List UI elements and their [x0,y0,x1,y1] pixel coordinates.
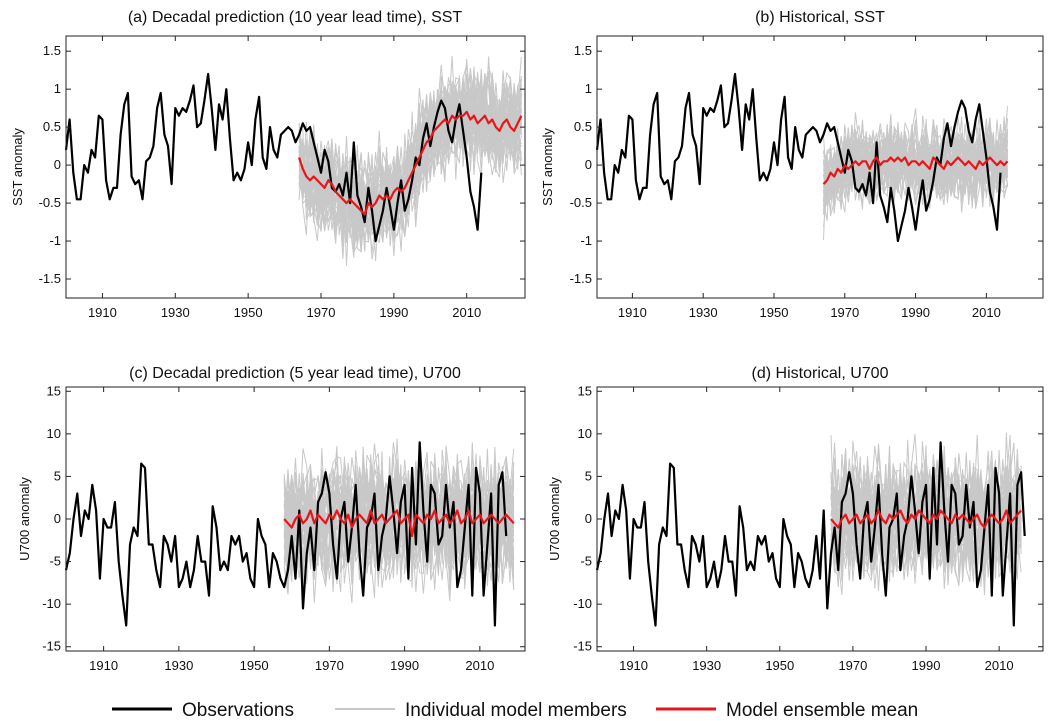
panel-c-xtick-label-1990: 1990 [390,658,419,673]
panel-c-ensemble-mean-line [283,509,515,538]
panel-a-axes: 1910 1930 1950 1970 1990 2010 -1.5 -1 -0.5 0 0.5 1 1… [39,36,525,320]
panel-c-title: (c) Decadal prediction (5 year lead time… [129,365,461,382]
panel-c-ytick-label-5: 10 [47,426,61,441]
panel-b-observations-line [595,72,1002,243]
panel-a-ytick-label-5: 1 [54,81,61,96]
panel-c-ytick-label-4: 5 [54,468,61,483]
panel-a-ytick-label-3: 0 [54,157,61,172]
panel-c-mean-group [283,509,515,538]
panel-b: (b) Historical, SST SST anomaly 1910 1930… [540,9,1044,320]
panel-a-ytick-label-0: -1.5 [39,271,61,286]
panel-a-xtick-label-1950: 1950 [234,305,263,320]
legend-observations-label: Observations [182,700,294,721]
panel-a-ylabel: SST anomaly [10,128,25,206]
panel-c-ytick-label-2: -5 [49,554,61,569]
panel-d-ensemble-mean-line [830,509,1022,529]
panel-d-xtick-label-1970: 1970 [838,658,867,673]
panel-a-title: (a) Decadal prediction (10 year lead tim… [128,9,463,26]
panel-b-ytick-label-4: 0.5 [574,119,592,134]
panel-a: (a) Decadal prediction (10 year lead tim… [10,9,526,320]
panel-a-observations-group [64,72,483,243]
panel-d-xtick-label-1910: 1910 [619,658,648,673]
panel-a-xtick-label-1910: 1910 [88,305,117,320]
legend-mean-label: Model ensemble mean [726,700,918,721]
panel-d-xtick-label-1990: 1990 [912,658,941,673]
panel-b-axes: 1910 1930 1950 1970 1990 2010 -1.5 -1 -0.5 0 0.5 1 1… [570,36,1043,320]
panel-a-frame [65,35,526,299]
panel-d-member-line-39 [830,450,1022,581]
panel-a-ytick-label-1: -1 [49,233,61,248]
panel-a-xtick-label-2010: 2010 [452,305,481,320]
legend: Observations Individual model members Mo… [112,700,918,721]
panel-b-ytick-label-5: 1 [585,81,592,96]
panel-d-xtick-label-1950: 1950 [765,658,794,673]
panel-c-xtick-label-2010: 2010 [465,658,494,673]
panel-b-xtick-label-1950: 1950 [760,305,789,320]
panel-c-xtick-label-1910: 1910 [89,658,118,673]
panel-a-mean-group [298,110,523,216]
panel-d-title: (d) Historical, U700 [752,365,889,382]
panel-a-xtick-label-1930: 1930 [161,305,190,320]
panel-b-xtick-label-2010: 2010 [972,305,1001,320]
panel-b-ytick-label-0: -1.5 [570,271,592,286]
panel-c-xtick-label-1970: 1970 [315,658,344,673]
panel-c-observations-group [64,441,508,627]
panel-b-ytick-label-6: 1.5 [574,43,592,58]
panel-b-ensemble-mean-line [822,156,1009,185]
panel-b-xtick-label-1970: 1970 [830,305,859,320]
panel-b-member-line-40 [823,114,1009,210]
panel-b-observations-group [595,72,1002,243]
panel-c-ytick-label-3: 0 [54,511,61,526]
panel-d-ytick-label-0: -15 [573,639,592,654]
panel-c-xtick-label-1930: 1930 [164,658,193,673]
panel-b-ytick-label-2: -0.5 [570,195,592,210]
panel-d-mean-group [830,509,1022,529]
panel-d-xtick-label-1930: 1930 [692,658,721,673]
panel-b-members [823,106,1009,240]
panel-c-axes: 1910 1930 1950 1970 1990 2010 -15 -10 -5 0 5 10 15 [42,383,525,673]
panel-d-ylabel: U700 anomaly [547,477,562,561]
panel-c-ytick-label-0: -15 [42,639,61,654]
panel-b-xtick-label-1910: 1910 [618,305,647,320]
panel-b-mean-group [822,156,1009,185]
panel-d-ytick-label-5: 10 [578,426,592,441]
panel-b-title: (b) Historical, SST [755,9,885,26]
legend-members-label: Individual model members [405,700,627,721]
panel-a-member-line-34 [298,78,522,257]
panel-c-xtick-label-1950: 1950 [240,658,269,673]
panel-c-ylabel: U700 anomaly [17,477,32,561]
panel-d-xtick-label-2010: 2010 [985,658,1014,673]
panel-a-observations-line [64,72,483,243]
panel-b-ytick-label-1: -1 [580,233,592,248]
panel-a-ytick-label-4: 0.5 [43,119,61,134]
panel-b-xtick-label-1990: 1990 [901,305,930,320]
panel-d-ytick-label-2: -5 [580,554,592,569]
panel-a-members [298,56,522,266]
panel-c-frame [65,386,526,652]
panel-d-frame [596,386,1044,652]
panel-d-ytick-label-1: -10 [573,596,592,611]
panel-a-ytick-label-2: -0.5 [39,195,61,210]
panel-c-ytick-label-1: -10 [42,596,61,611]
panel-d-axes: 1910 1930 1950 1970 1990 2010 -15 -10 -5 0 5 10 15 [573,383,1043,673]
panel-d-observations-line [595,441,1026,627]
panel-a-xtick-label-1970: 1970 [307,305,336,320]
panel-b-xtick-label-1930: 1930 [689,305,718,320]
panel-c-ytick-label-6: 15 [47,383,61,398]
panel-c-observations-line [64,441,508,627]
panel-d-ytick-label-4: 5 [585,468,592,483]
panel-d-ytick-label-3: 0 [585,511,592,526]
panel-a-ensemble-mean-line [298,110,523,216]
panel-b-ylabel: SST anomaly [540,128,555,206]
panel-a-ytick-label-6: 1.5 [43,43,61,58]
panel-d-observations-group [595,441,1026,627]
panel-b-frame [596,35,1044,299]
panel-a-xtick-label-1990: 1990 [379,305,408,320]
panel-c: (c) Decadal prediction (5 year lead time… [17,365,526,673]
panel-d-ytick-label-6: 15 [578,383,592,398]
panel-d: (d) Historical, U700 U700 anomaly 1910 19… [547,365,1044,673]
panel-b-ytick-label-3: 0 [585,157,592,172]
